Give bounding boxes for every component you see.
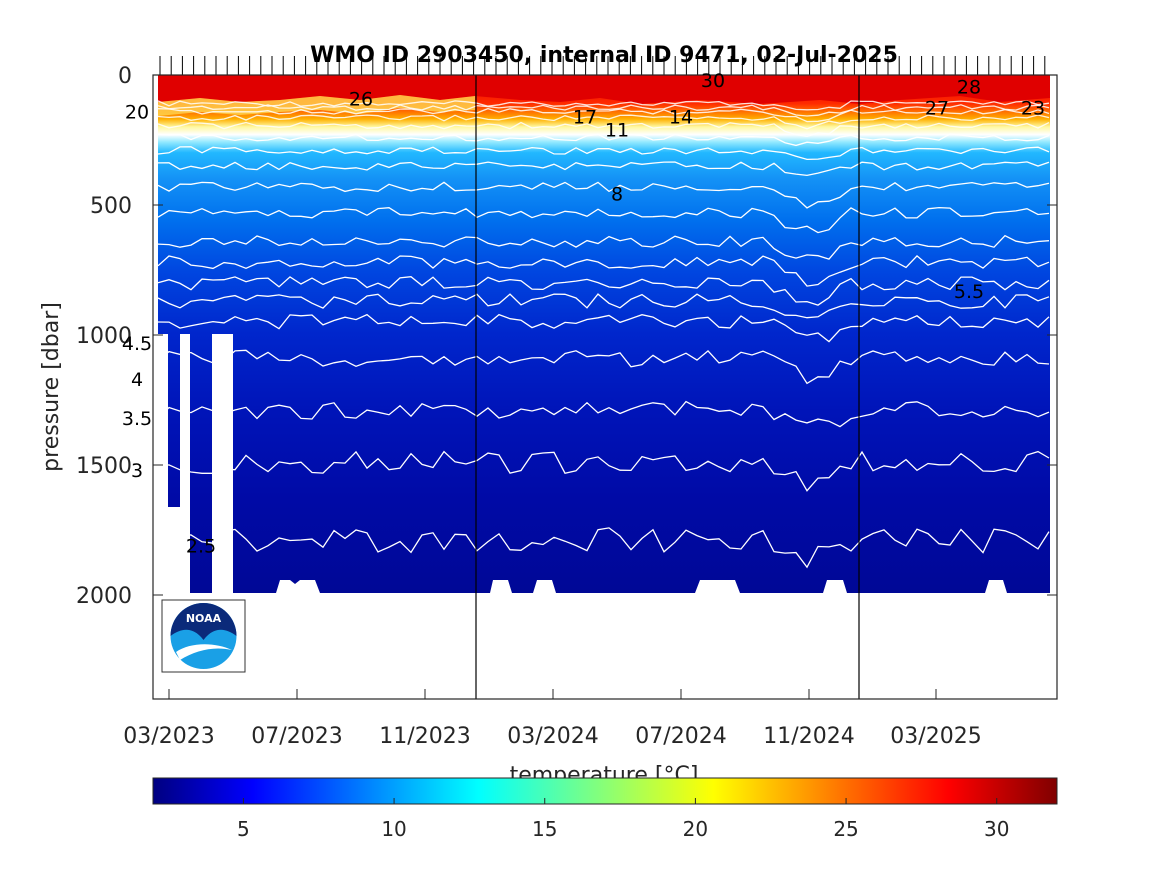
- x-axis: [168, 689, 937, 699]
- contour-line: [157, 313, 1050, 343]
- y-tick-label: 1500: [76, 454, 132, 479]
- x-tick-label: 07/2024: [635, 724, 726, 749]
- contour-line: [157, 161, 1050, 177]
- contour-line: [157, 133, 1050, 147]
- data-gap: [158, 334, 168, 507]
- colorbar-tick-label: 30: [984, 817, 1009, 841]
- contour-line: [157, 349, 1050, 385]
- contour-line: [157, 114, 1050, 130]
- contour-line: [157, 104, 1050, 117]
- noaa-logo: NOAA: [161, 599, 246, 673]
- x-tick-label: 03/2024: [507, 724, 598, 749]
- contour-label: 4.5: [122, 333, 152, 355]
- colorbar-labels: 5 10 15 20 25 30: [237, 817, 1009, 841]
- contour-label: 2.5: [186, 536, 216, 558]
- colorbar-ticks: [242, 798, 998, 804]
- colorbar-tick-label: 25: [833, 817, 858, 841]
- contour-line: [157, 293, 1050, 319]
- colorbar-tick-label: 15: [532, 817, 557, 841]
- contour-label: 17: [573, 107, 597, 129]
- contour-label: 26: [349, 88, 373, 110]
- contour-line: [157, 181, 1050, 209]
- contour-line: [157, 255, 1050, 287]
- x-tick-label: 11/2023: [379, 724, 470, 749]
- y-tick-label: 1000: [76, 324, 132, 349]
- contour-line: [157, 100, 1050, 111]
- contour-label: 28: [957, 77, 981, 99]
- temperature-field: [158, 75, 1050, 593]
- contour-label: 4: [131, 369, 143, 391]
- warm-layer: [158, 75, 1050, 104]
- profile-ticks: [159, 56, 1046, 75]
- data-gap: [180, 334, 190, 594]
- y-tick-label: 500: [90, 194, 132, 219]
- contour-label: 23: [1021, 98, 1045, 120]
- warm-layer-2: [158, 95, 475, 116]
- x-tick-label: 11/2024: [763, 724, 854, 749]
- contour-label: 11: [605, 120, 629, 142]
- colorbar-tick-label: 5: [237, 817, 250, 841]
- axes-box: [152, 74, 1058, 700]
- x-tick-label: 07/2023: [251, 724, 342, 749]
- x-tick-label: 03/2025: [890, 724, 981, 749]
- contour-lines: [157, 100, 1050, 569]
- x-tick-label: 03/2023: [123, 724, 214, 749]
- contour-label: 20: [125, 101, 149, 123]
- y-axis-label: pressure [dbar]: [39, 302, 64, 472]
- contour-line: [157, 276, 1050, 306]
- contour-label: 30: [701, 70, 725, 92]
- data-gap: [158, 593, 1050, 699]
- data-gap: [212, 334, 233, 594]
- contour-line: [157, 450, 1050, 492]
- colorbar-tick-label: 20: [683, 817, 708, 841]
- contour-label: 5.5: [954, 281, 984, 303]
- contour-line: [157, 107, 1050, 123]
- contour-labels: 20 26 30 17 11 14 28 27 23 8 5.5 4.5 4 3.5 3 2.5: [122, 70, 1045, 557]
- noaa-logo-text: NOAA: [186, 612, 222, 625]
- contour-line: [157, 527, 1050, 569]
- contour-line: [157, 121, 1050, 138]
- contour-line: [157, 146, 1050, 161]
- bottom-bumps: [276, 580, 1007, 593]
- y-tick-label: 0: [118, 64, 132, 89]
- colorbar: [152, 777, 1058, 805]
- colorbar-tick-label: 10: [381, 817, 406, 841]
- contour-label: 3: [131, 460, 143, 482]
- contour-line: [157, 206, 1050, 234]
- y-axis: [153, 74, 1057, 596]
- contour-label: 3.5: [122, 408, 152, 430]
- contour-line: [157, 234, 1050, 260]
- contour-line: [157, 400, 1050, 428]
- contour-label: 27: [925, 98, 949, 120]
- contour-label: 14: [669, 107, 693, 129]
- contour-label: 8: [611, 183, 623, 205]
- y-tick-label: 2000: [76, 584, 132, 609]
- chart-title: WMO ID 2903450, internal ID 9471, 02-Jul…: [310, 43, 898, 68]
